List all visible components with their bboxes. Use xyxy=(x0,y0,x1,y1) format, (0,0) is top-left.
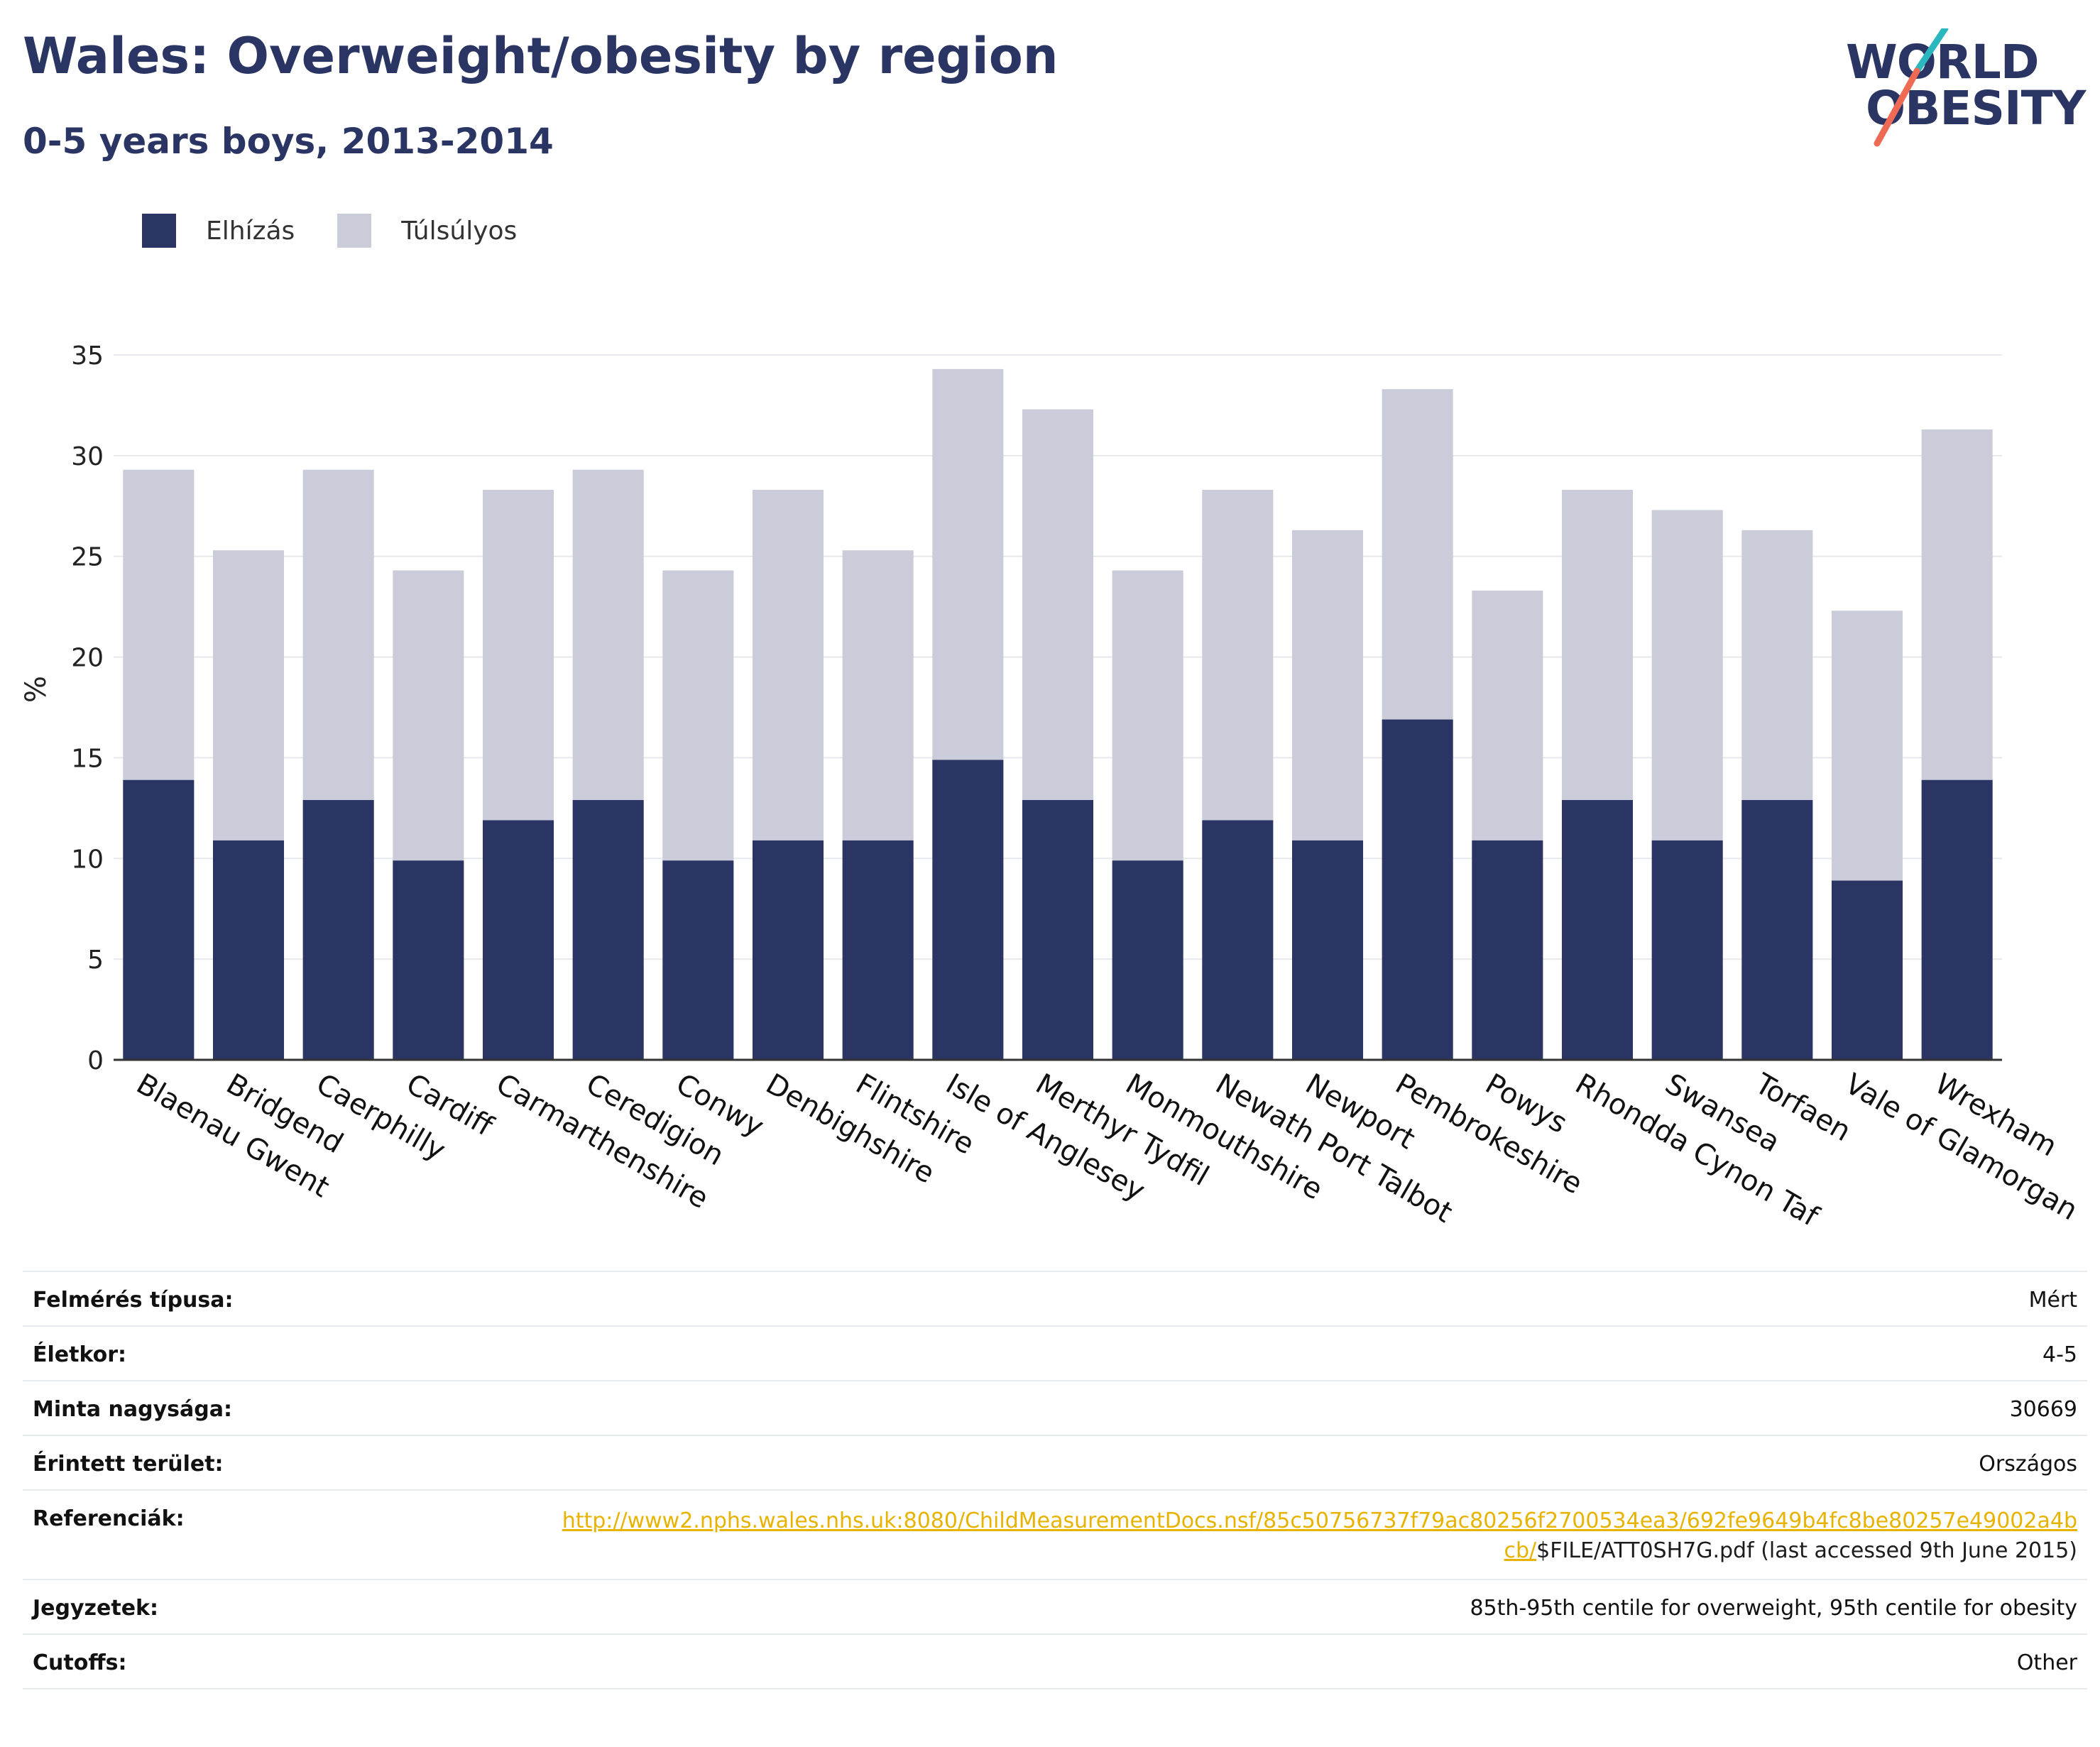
bar-overweight xyxy=(1382,389,1453,720)
meta-key: Életkor: xyxy=(33,1342,127,1367)
y-tick-label: 35 xyxy=(71,341,104,371)
bar-overweight xyxy=(1472,590,1543,840)
logo-slash-icon xyxy=(1874,28,1949,147)
logo-line-1: WORLD xyxy=(1846,35,2040,89)
bar-overweight xyxy=(752,490,824,840)
meta-key: Cutoffs: xyxy=(33,1650,127,1675)
bar-overweight xyxy=(1202,490,1274,821)
meta-row-references: Referenciák: http://www2.nphs.wales.nhs.… xyxy=(23,1489,2087,1579)
meta-row-sample-size: Minta nagysága: 30669 xyxy=(23,1380,2087,1435)
bar-obesity xyxy=(482,820,554,1060)
meta-value: 30669 xyxy=(2009,1397,2077,1422)
meta-key: Referenciák: xyxy=(33,1506,185,1531)
y-tick-label: 20 xyxy=(71,644,104,673)
meta-value: Mért xyxy=(2028,1288,2077,1313)
bar-overweight xyxy=(482,490,554,821)
legend-label-obesity: Elhízás xyxy=(206,216,295,246)
legend-label-overweight: Túlsúlyos xyxy=(401,216,518,246)
y-tick-label: 10 xyxy=(71,845,104,874)
bar-overweight xyxy=(1741,530,1813,801)
bar-obesity xyxy=(1921,779,1993,1060)
bar-obesity xyxy=(1382,719,1453,1060)
reference-text: http://www2.nphs.wales.nhs.uk:8080/Child… xyxy=(558,1506,2077,1566)
bar-obesity xyxy=(1112,860,1183,1060)
legend-swatch-overweight xyxy=(337,214,372,248)
bar-obesity xyxy=(932,760,1004,1060)
meta-value: 4-5 xyxy=(2042,1342,2077,1367)
meta-key: Érintett terület: xyxy=(33,1452,224,1477)
meta-key: Minta nagysága: xyxy=(33,1397,232,1422)
meta-key: Felmérés típusa: xyxy=(33,1288,234,1313)
world-obesity-logo: WORLD OBESITY xyxy=(1846,28,2087,149)
bar-obesity xyxy=(1831,880,1903,1060)
bar-obesity xyxy=(1561,800,1634,1060)
meta-value: Other xyxy=(2016,1650,2077,1675)
bar-obesity xyxy=(393,860,464,1060)
legend: Elhízás Túlsúlyos xyxy=(142,213,559,248)
bar-overweight xyxy=(1561,490,1634,801)
bar-overweight xyxy=(212,550,285,840)
y-tick-label: 25 xyxy=(71,543,104,572)
bar-obesity xyxy=(752,840,824,1060)
bar-overweight xyxy=(393,570,464,861)
bar-overweight xyxy=(1291,530,1364,840)
bar-overweight xyxy=(572,469,644,801)
meta-value: Országos xyxy=(1979,1452,2077,1477)
bar-overweight xyxy=(1651,510,1723,840)
bar-obesity xyxy=(1022,800,1094,1060)
meta-value: 85th-95th centile for overweight, 95th c… xyxy=(1470,1596,2077,1621)
bar-obesity xyxy=(212,840,285,1060)
bar-obesity xyxy=(1651,840,1723,1060)
meta-row-area: Érintett terület: Országos xyxy=(23,1435,2087,1489)
bar-overweight xyxy=(932,368,1004,760)
legend-item-obesity[interactable]: Elhízás xyxy=(142,214,295,248)
y-tick-label: 15 xyxy=(71,744,104,773)
reference-suffix: $FILE/ATT0SH7G.pdf (last accessed 9th Ju… xyxy=(1536,1538,2077,1563)
legend-item-overweight[interactable]: Túlsúlyos xyxy=(337,214,517,248)
y-tick-label: 5 xyxy=(87,946,104,975)
bar-overweight xyxy=(662,570,734,861)
bar-overweight xyxy=(1831,610,1903,881)
bar-obesity xyxy=(1472,840,1543,1060)
bar-obesity xyxy=(1202,820,1274,1060)
bar-overweight xyxy=(1112,570,1183,861)
bar-obesity xyxy=(1291,840,1364,1060)
meta-row-age: Életkor: 4-5 xyxy=(23,1325,2087,1380)
bar-overweight xyxy=(1022,409,1094,801)
bar-obesity xyxy=(572,800,644,1060)
bar-overweight xyxy=(1921,429,1993,780)
legend-swatch-obesity xyxy=(142,214,176,248)
bar-obesity xyxy=(302,800,374,1060)
reference-link[interactable]: http://www2.nphs.wales.nhs.uk:8080/Child… xyxy=(562,1508,2077,1563)
meta-row-notes: Jegyzetek: 85th-95th centile for overwei… xyxy=(23,1579,2087,1633)
bar-obesity xyxy=(662,860,734,1060)
y-tick-label: 0 xyxy=(87,1046,104,1075)
meta-key: Jegyzetek: xyxy=(33,1596,158,1621)
meta-row-cutoffs: Cutoffs: Other xyxy=(23,1633,2087,1690)
bar-overweight xyxy=(842,550,914,840)
chart-subtitle: 0-5 years boys, 2013-2014 xyxy=(23,121,554,162)
bar-obesity xyxy=(1741,800,1813,1060)
y-tick-label: 30 xyxy=(71,442,104,471)
bar-obesity xyxy=(123,779,195,1060)
bar-overweight xyxy=(123,469,195,780)
bar-overweight xyxy=(302,469,374,801)
metadata-table: Felmérés típusa: Mért Életkor: 4-5 Minta… xyxy=(23,1271,2087,1690)
meta-row-survey-type: Felmérés típusa: Mért xyxy=(23,1271,2087,1325)
bar-obesity xyxy=(842,840,914,1060)
chart-title: Wales: Overweight/obesity by region xyxy=(23,27,1059,85)
